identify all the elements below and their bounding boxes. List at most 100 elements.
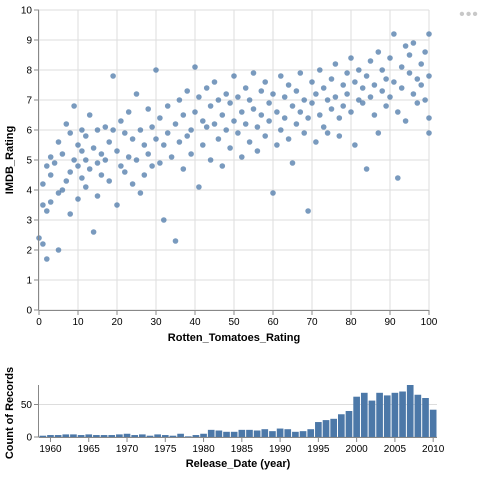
histogram-bar — [230, 431, 238, 437]
scatter-point — [149, 163, 155, 169]
scatter-point — [246, 139, 253, 145]
scatter-point — [266, 100, 272, 106]
scatter-point — [285, 82, 292, 88]
scatter-point — [293, 88, 300, 94]
histogram-bar — [246, 429, 253, 437]
scatter-point — [44, 256, 50, 262]
scatter-point — [71, 157, 77, 163]
scatter-point — [332, 61, 339, 67]
histogram-bar — [47, 435, 54, 437]
scatter-point — [426, 31, 432, 37]
scatter-x-tick-label: 30 — [150, 317, 162, 328]
scatter-point — [309, 79, 315, 85]
scatter-point — [129, 136, 136, 142]
scatter-point — [246, 97, 253, 103]
scatter-point — [176, 139, 183, 145]
scatter-point — [137, 127, 144, 133]
scatter-point — [352, 142, 358, 148]
scatter-point — [114, 148, 120, 154]
scatter-point — [231, 73, 237, 79]
scatter-point — [387, 94, 393, 100]
histogram-bar — [383, 395, 391, 437]
scatter-point — [79, 148, 85, 154]
scatter-point — [219, 112, 226, 118]
scatter-point — [86, 112, 93, 118]
scatter-point — [40, 241, 46, 247]
scatter-point — [414, 76, 421, 82]
scatter-point — [387, 55, 393, 61]
scatter-point — [203, 124, 210, 130]
scatter-point — [395, 175, 401, 181]
histogram-bar — [422, 398, 429, 437]
scatter-point — [356, 67, 362, 73]
histogram-bar — [429, 409, 437, 437]
scatter-point — [426, 73, 432, 79]
scatter-point — [363, 73, 370, 79]
scatter-point — [153, 136, 159, 142]
scatter-point — [83, 133, 89, 139]
scatter-point — [114, 202, 120, 208]
scatter-point — [141, 172, 148, 178]
scatter-point — [418, 82, 425, 88]
scatter-point — [164, 103, 171, 109]
histogram-bar — [184, 436, 192, 437]
histogram-bar — [131, 435, 138, 437]
scatter-point — [55, 190, 62, 196]
histogram-x-tick-label: 2005 — [384, 444, 407, 455]
scatter-point — [309, 100, 315, 106]
scatter-point — [75, 142, 81, 148]
histogram-bar — [85, 434, 93, 437]
histogram-bar — [238, 429, 246, 437]
scatter-point — [371, 112, 378, 118]
scatter-point — [59, 151, 66, 157]
scatter-point — [161, 142, 167, 148]
scatter-point — [410, 91, 417, 97]
histogram-bar — [54, 435, 62, 437]
histogram-bar — [330, 418, 337, 437]
scatter-point — [157, 160, 163, 166]
scatter-point — [172, 238, 179, 244]
histogram-bar — [207, 429, 215, 437]
scatter-point — [418, 61, 425, 67]
scatter-point — [219, 163, 226, 169]
scatter-point — [258, 88, 265, 94]
scatter-point — [180, 166, 187, 172]
scatter-point — [188, 127, 194, 133]
scatter-point — [305, 208, 311, 214]
scatter-y-tick-label: 0 — [26, 306, 32, 317]
scatter-point — [293, 121, 300, 127]
scatter-point — [254, 148, 261, 154]
scatter-point — [207, 157, 214, 163]
histogram-axes: 0 50 1960 1965 1970 1975 1980 1985 1990 1995 2000 2… — [21, 385, 445, 455]
histogram-bar — [399, 391, 406, 437]
scatter-point — [406, 52, 413, 58]
scatter-point — [320, 85, 327, 91]
histogram-bar — [161, 435, 169, 437]
scatter-point — [285, 136, 292, 142]
histogram-x-tick-label: 1980 — [192, 444, 215, 455]
scatter-point — [188, 151, 194, 157]
scatter-point — [122, 169, 128, 175]
scatter-point — [47, 172, 54, 178]
scatter-point — [215, 97, 222, 103]
scatter-point — [106, 139, 112, 145]
scatter-point — [328, 106, 335, 112]
scatter-points — [36, 31, 432, 262]
histogram-x-tick-label: 2000 — [346, 444, 369, 455]
scatter-point — [317, 67, 323, 73]
scatter-point — [71, 103, 77, 109]
scatter-y-tick-label: 7 — [26, 96, 32, 107]
scatter-point — [235, 94, 241, 100]
scatter-point — [313, 139, 319, 145]
scatter-point — [344, 70, 350, 76]
scatter-point — [44, 163, 50, 169]
scatter-point — [297, 109, 304, 115]
histogram-bar — [315, 422, 322, 437]
ellipsis-icon[interactable]: ••• — [459, 6, 479, 23]
histogram-bar — [391, 392, 399, 437]
scatter-point — [242, 121, 249, 127]
scatter-x-tick-label: 20 — [111, 317, 123, 328]
scatter-point — [402, 118, 409, 124]
scatter-point — [67, 130, 73, 136]
scatter-point — [55, 139, 62, 145]
